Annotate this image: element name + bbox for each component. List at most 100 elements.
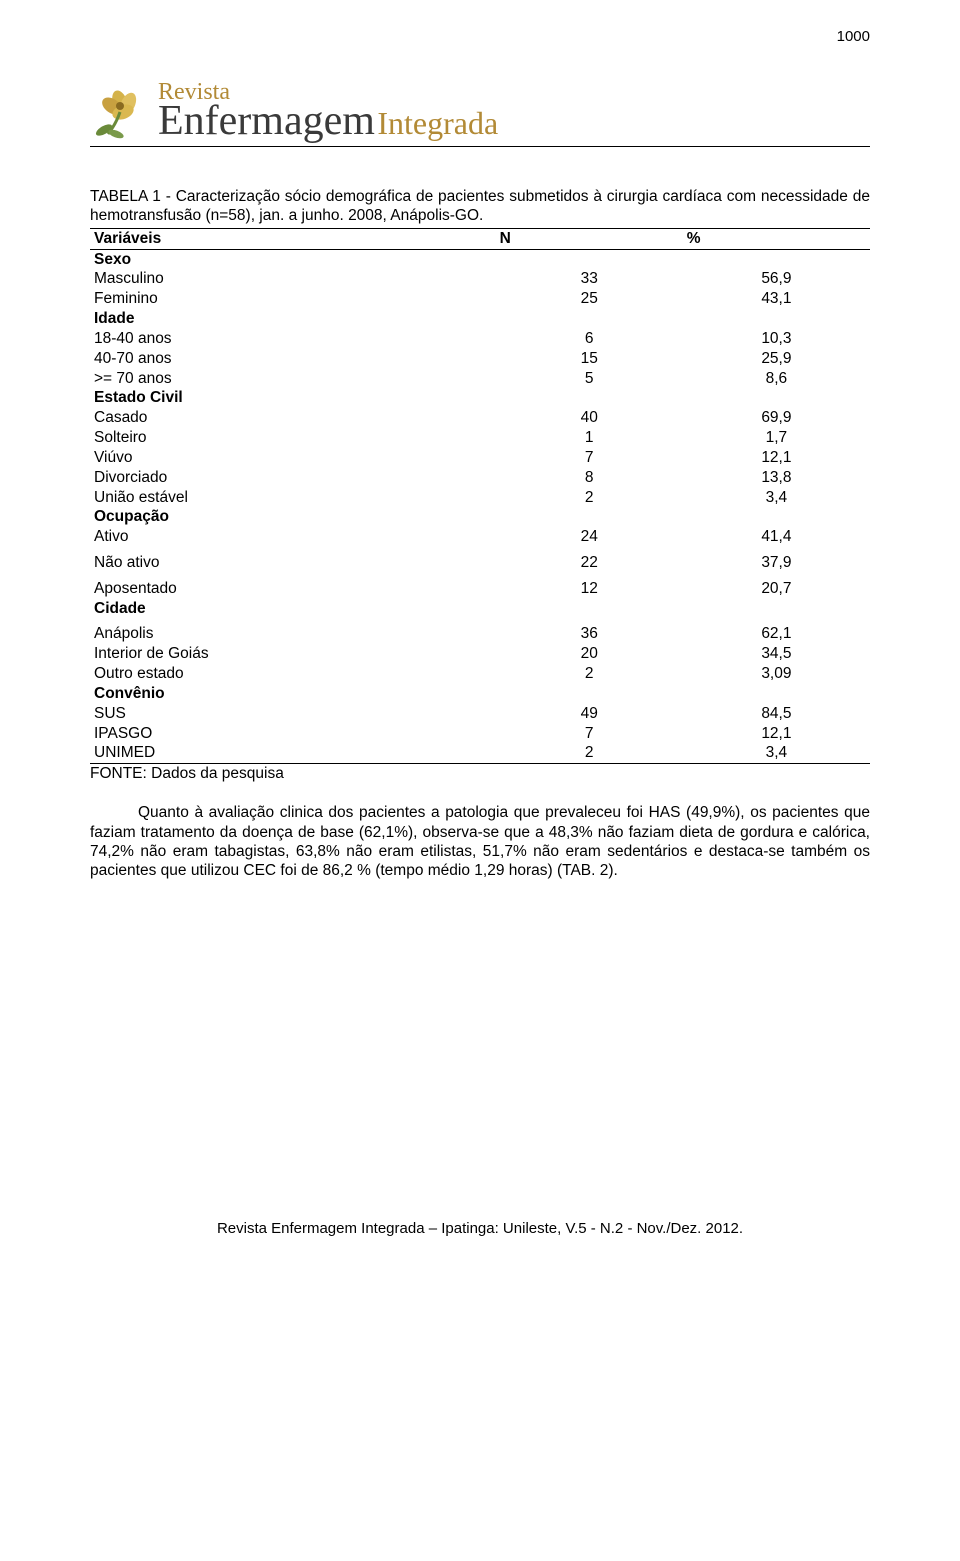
table-group-row: Sexo <box>90 249 870 269</box>
row-percent: 8,6 <box>683 369 870 389</box>
page-footer: Revista Enfermagem Integrada – Ipatinga:… <box>90 1220 870 1237</box>
row-percent: 41,4 <box>683 527 870 547</box>
group-label: Idade <box>90 309 496 329</box>
table-row: Não ativo2237,9 <box>90 553 870 573</box>
table-row: IPASGO712,1 <box>90 724 870 744</box>
row-label: 18-40 anos <box>90 329 496 349</box>
row-n: 20 <box>496 644 683 664</box>
table-row: 18-40 anos610,3 <box>90 329 870 349</box>
table-group-row: Estado Civil <box>90 388 870 408</box>
row-label: Aposentado <box>90 579 496 599</box>
row-percent: 10,3 <box>683 329 870 349</box>
table-row: União estável23,4 <box>90 488 870 508</box>
journal-header: Revista Enfermagem Integrada <box>90 51 870 147</box>
table-row: Aposentado1220,7 <box>90 579 870 599</box>
row-percent: 56,9 <box>683 269 870 289</box>
row-n: 25 <box>496 289 683 309</box>
row-n: 36 <box>496 624 683 644</box>
row-label: Interior de Goiás <box>90 644 496 664</box>
row-label: Feminino <box>90 289 496 309</box>
row-percent: 3,4 <box>683 488 870 508</box>
table-row: 40-70 anos1525,9 <box>90 349 870 369</box>
row-label: Viúvo <box>90 448 496 468</box>
table1-header-row: Variáveis N % <box>90 228 870 249</box>
row-n: 6 <box>496 329 683 349</box>
row-n: 2 <box>496 664 683 684</box>
table1-caption: TABELA 1 - Caracterização sócio demográf… <box>90 187 870 226</box>
group-label: Convênio <box>90 684 496 704</box>
table-row: Outro estado23,09 <box>90 664 870 684</box>
table-group-row: Cidade <box>90 599 870 619</box>
table-row: Casado4069,9 <box>90 408 870 428</box>
row-label: IPASGO <box>90 724 496 744</box>
row-label: Casado <box>90 408 496 428</box>
row-label: Anápolis <box>90 624 496 644</box>
table-row: Solteiro11,7 <box>90 428 870 448</box>
group-label: Estado Civil <box>90 388 496 408</box>
table-row: SUS4984,5 <box>90 704 870 724</box>
table1-source: FONTE: Dados da pesquisa <box>90 765 870 783</box>
table-row: Feminino2543,1 <box>90 289 870 309</box>
row-n: 1 <box>496 428 683 448</box>
row-percent: 1,7 <box>683 428 870 448</box>
table-row: Divorciado813,8 <box>90 468 870 488</box>
row-n: 2 <box>496 488 683 508</box>
row-n: 5 <box>496 369 683 389</box>
row-label: SUS <box>90 704 496 724</box>
table-row: Anápolis3662,1 <box>90 624 870 644</box>
row-label: UNIMED <box>90 743 496 763</box>
group-label: Sexo <box>90 249 496 269</box>
logo-text-integrada: Integrada <box>377 107 498 139</box>
group-label: Cidade <box>90 599 496 619</box>
row-percent: 62,1 <box>683 624 870 644</box>
row-percent: 13,8 <box>683 468 870 488</box>
journal-logo: Revista Enfermagem Integrada <box>90 80 498 142</box>
col-header-variaveis: Variáveis <box>90 228 496 249</box>
row-n: 2 <box>496 743 683 763</box>
row-percent: 12,1 <box>683 724 870 744</box>
row-n: 8 <box>496 468 683 488</box>
row-percent: 3,4 <box>683 743 870 763</box>
table-row: UNIMED23,4 <box>90 743 870 763</box>
row-percent: 84,5 <box>683 704 870 724</box>
row-n: 24 <box>496 527 683 547</box>
row-n: 40 <box>496 408 683 428</box>
table-group-row: Convênio <box>90 684 870 704</box>
row-n: 7 <box>496 448 683 468</box>
row-label: Não ativo <box>90 553 496 573</box>
row-percent: 20,7 <box>683 579 870 599</box>
row-percent: 34,5 <box>683 644 870 664</box>
row-percent: 3,09 <box>683 664 870 684</box>
row-percent: 69,9 <box>683 408 870 428</box>
row-label: Solteiro <box>90 428 496 448</box>
logo-text-enfermagem: Enfermagem <box>158 100 375 142</box>
row-label: União estável <box>90 488 496 508</box>
row-n: 15 <box>496 349 683 369</box>
row-n: 7 <box>496 724 683 744</box>
row-label: Masculino <box>90 269 496 289</box>
row-percent: 12,1 <box>683 448 870 468</box>
table-row: Masculino3356,9 <box>90 269 870 289</box>
row-label: >= 70 anos <box>90 369 496 389</box>
table-row: Viúvo712,1 <box>90 448 870 468</box>
table-group-row: Idade <box>90 309 870 329</box>
page-number: 1000 <box>90 28 870 45</box>
flower-icon <box>90 84 150 139</box>
row-n: 49 <box>496 704 683 724</box>
row-label: Divorciado <box>90 468 496 488</box>
row-percent: 43,1 <box>683 289 870 309</box>
body-paragraph: Quanto à avaliação clinica dos pacientes… <box>90 803 870 880</box>
row-percent: 37,9 <box>683 553 870 573</box>
row-label: 40-70 anos <box>90 349 496 369</box>
table-row: >= 70 anos58,6 <box>90 369 870 389</box>
table1: Variáveis N % SexoMasculino3356,9Feminin… <box>90 228 870 765</box>
table-group-row: Ocupação <box>90 507 870 527</box>
row-label: Outro estado <box>90 664 496 684</box>
col-header-percent: % <box>683 228 870 249</box>
table-row: Interior de Goiás2034,5 <box>90 644 870 664</box>
row-n: 33 <box>496 269 683 289</box>
row-label: Ativo <box>90 527 496 547</box>
row-n: 12 <box>496 579 683 599</box>
group-label: Ocupação <box>90 507 496 527</box>
row-n: 22 <box>496 553 683 573</box>
